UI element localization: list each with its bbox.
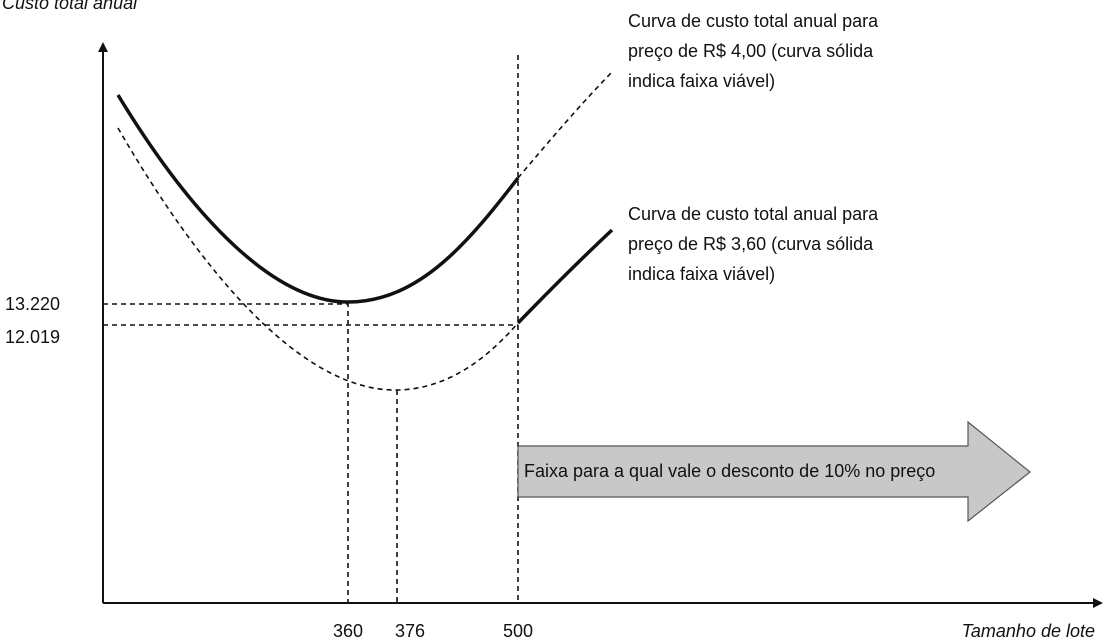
arrow-label: Faixa para a qual vale o desconto de 10%… (524, 461, 935, 481)
y-label: 12.019 (5, 327, 60, 347)
curve-400-solid (116, 94, 520, 304)
annotation-line: preço de R$ 3,60 (curva sólida (628, 234, 874, 254)
x-label: 376 (395, 621, 425, 641)
curve-360-dashed (117, 127, 519, 391)
x-label: 500 (503, 621, 533, 641)
annotation-line: indica faixa viável) (628, 264, 775, 284)
curve-360-solid (516, 228, 614, 325)
y-axis-label: Custo total anual (2, 0, 138, 13)
annotation-line: indica faixa viável) (628, 71, 775, 91)
y-label: 13.220 (5, 294, 60, 314)
range-arrow (517, 420, 1031, 523)
x-axis-label: Tamanho de lote (962, 621, 1095, 641)
annotation-line: Curva de custo total anual para (628, 11, 879, 31)
curve-400-dashed (517, 71, 613, 179)
annotation-line: preço de R$ 4,00 (curva sólida (628, 41, 874, 61)
annotation-line: Curva de custo total anual para (628, 204, 879, 224)
x-label: 360 (333, 621, 363, 641)
